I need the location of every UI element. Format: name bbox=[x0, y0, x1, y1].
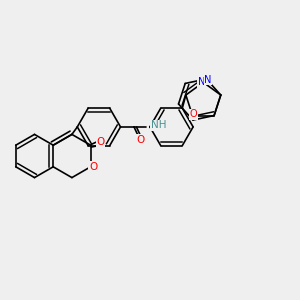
Text: O: O bbox=[89, 162, 97, 172]
Text: O: O bbox=[190, 109, 197, 119]
Text: O: O bbox=[96, 137, 104, 147]
Text: N: N bbox=[198, 77, 205, 87]
Text: O: O bbox=[136, 134, 144, 145]
Text: NH: NH bbox=[151, 120, 166, 130]
Text: N: N bbox=[204, 75, 212, 85]
